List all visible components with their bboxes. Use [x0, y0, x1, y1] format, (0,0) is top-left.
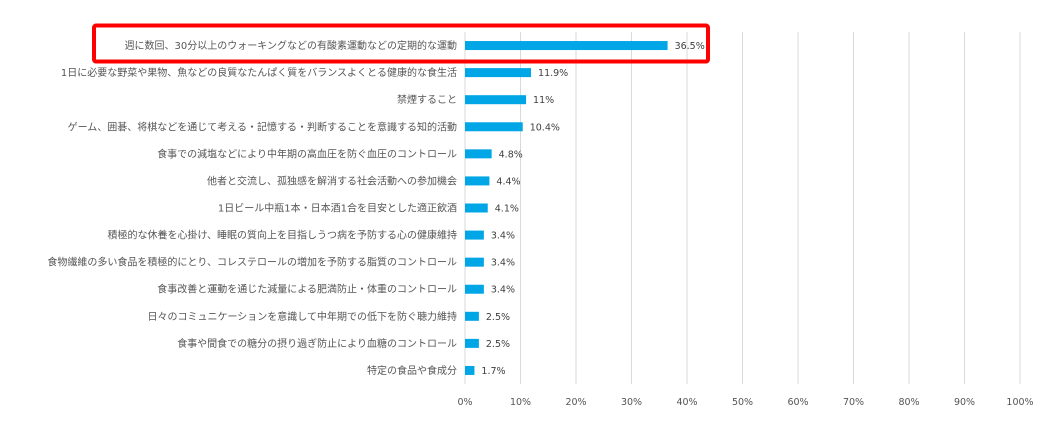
value-label: 2.5%: [486, 312, 510, 323]
value-label: 36.5%: [675, 41, 705, 52]
category-label: 禁煙すること: [397, 94, 457, 106]
category-label: ゲーム、囲碁、将棋などを通じて考える・記憶する・判断することを意識する知的活動: [68, 120, 457, 133]
bar: [465, 122, 523, 132]
value-label: 11.9%: [538, 68, 568, 79]
category-label: 1日ビール中瓶1本・日本酒1合を目安とした適正飲酒: [218, 202, 457, 215]
bar: [465, 338, 479, 348]
value-label: 4.8%: [499, 149, 523, 160]
x-tick-label: 100%: [1006, 397, 1033, 408]
value-label: 10.4%: [530, 122, 560, 133]
category-labels: 週に数回、30分以上のウォーキングなどの有酸素運動などの定期的な運動 1日に必要な…: [47, 39, 457, 377]
bar: [465, 149, 492, 159]
x-tick-label: 20%: [565, 397, 586, 408]
value-label: 1.7%: [481, 366, 505, 377]
category-label: 積極的な休養を心掛け、睡眠の質向上を目指しうつ病を予防する心の健康維持: [108, 229, 458, 242]
x-tick-label: 30%: [621, 397, 642, 408]
category-label: 食事での減塩などにより中年期の高血圧を防ぐ血圧のコントロール: [157, 147, 457, 160]
highlight-frame: [92, 23, 710, 64]
x-tick-label: 60%: [787, 397, 808, 408]
x-tick-label: 0%: [457, 397, 472, 408]
category-label: 食物繊維の多い食品を積極的にとり、コレステロールの増加を予防する脂質のコントロー…: [47, 256, 457, 269]
bar: [465, 365, 475, 375]
value-labels: 36.5% 11.9% 11% 10.4% 4.8% 4.4% 4.1% 3.4% 3.4% 3.…: [481, 41, 704, 377]
category-label: 他者と交流し、孤独感を解消する社会活動への参加機会: [207, 174, 457, 187]
value-label: 2.5%: [486, 339, 510, 350]
bar: [465, 95, 527, 105]
bar: [465, 230, 484, 240]
bar: [465, 203, 488, 213]
category-label: 食事改善と運動を通じた減量による肥満防止・体重のコントロール: [157, 283, 457, 296]
value-label: 4.4%: [496, 176, 520, 187]
x-tick-label: 90%: [954, 397, 975, 408]
highlight-box: [92, 23, 710, 64]
bar: [465, 176, 490, 186]
x-tick-label: 50%: [732, 397, 753, 408]
bar: [465, 284, 484, 294]
category-label: 食事や間食での糖分の摂り過ぎ防止により血糖のコントロール: [177, 337, 457, 350]
value-label: 3.4%: [491, 258, 515, 269]
bar: [465, 311, 479, 321]
gridlines: [464, 32, 1021, 384]
x-tick-label: 10%: [510, 397, 531, 408]
value-label: 3.4%: [491, 231, 515, 242]
bar: [465, 257, 484, 267]
x-tick-label: 40%: [676, 397, 697, 408]
bar: [465, 41, 668, 51]
x-tick-label: 80%: [898, 397, 919, 408]
bar: [465, 68, 532, 78]
category-label: 1日に必要な野菜や果物、魚などの良質なたんぱく質をバランスよくとる健康的な食生活: [61, 66, 457, 79]
value-label: 4.1%: [495, 204, 519, 215]
value-label: 11%: [533, 95, 554, 106]
category-label: 週に数回、30分以上のウォーキングなどの有酸素運動などの定期的な運動: [125, 39, 457, 52]
category-label: 特定の食品や食成分: [367, 364, 457, 377]
category-label: 日々のコミュニケーションを意識して中年期での低下を防ぐ聴力維持: [148, 310, 458, 323]
value-label: 3.4%: [491, 285, 515, 296]
bars: [465, 41, 668, 375]
x-tick-label: 70%: [843, 397, 864, 408]
x-axis-ticks: 0% 10% 20% 30% 40% 50% 60% 70% 80% 90% 100%: [457, 397, 1033, 408]
